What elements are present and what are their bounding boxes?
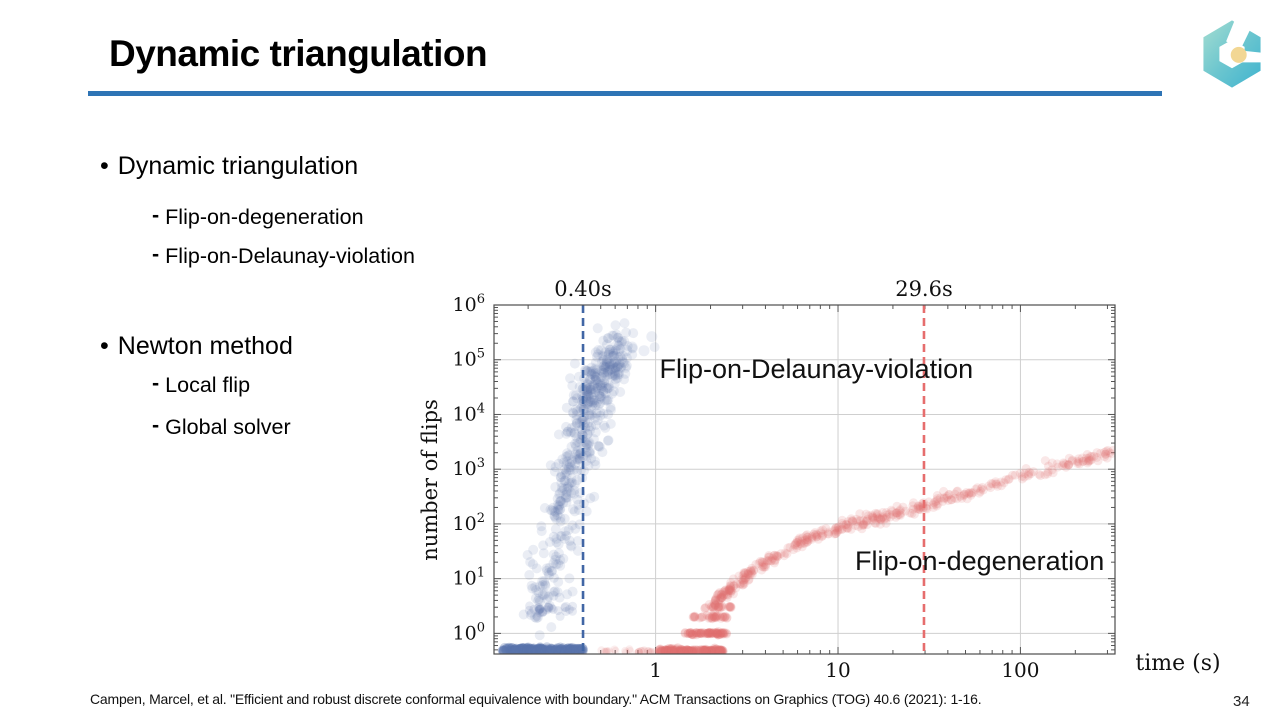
hexagon-cube-logo-icon <box>1190 12 1274 96</box>
series-annotation: Flip-on-degeneration <box>855 546 1104 576</box>
scatter-chart: 0.40s 29.6s 1 10 100 100 101 102 103 104 105 106 num… <box>420 277 1221 682</box>
series-flip-on-delaunay-violation <box>497 318 660 654</box>
title-underline <box>88 91 1162 96</box>
svg-text:100: 100 <box>1001 658 1039 682</box>
bullet-sublabel: Local flip <box>165 373 251 397</box>
list-item: - Global solver <box>152 413 291 440</box>
marker-line: 29.6s <box>895 277 953 654</box>
bullet-label: Dynamic triangulation <box>117 152 359 180</box>
dash-icon: - <box>152 203 160 227</box>
bullet-sublabel: Flip-on-degeneration <box>165 205 364 229</box>
bullet-sublabel: Global solver <box>165 415 291 439</box>
svg-text:29.6s: 29.6s <box>895 277 953 301</box>
dash-icon: - <box>152 242 160 266</box>
list-item: • Dynamic triangulation <box>100 152 358 181</box>
plot-frame <box>493 304 1116 655</box>
list-item: • Newton method <box>100 332 293 361</box>
series-flip-on-degeneration <box>597 445 1115 654</box>
svg-text:1: 1 <box>649 658 662 682</box>
svg-text:0.40s: 0.40s <box>554 277 612 301</box>
bullet-label: Newton method <box>117 332 293 360</box>
svg-text:102: 102 <box>453 511 485 535</box>
dash-icon: - <box>152 413 160 437</box>
series-annotation: Flip-on-Delaunay-violation <box>659 354 973 384</box>
svg-text:106: 106 <box>453 292 485 316</box>
x-axis-label: time (s) <box>1135 651 1220 676</box>
svg-text:100: 100 <box>453 620 485 644</box>
marker-line: 0.40s <box>554 277 612 654</box>
list-item: - Flip-on-Delaunay-violation <box>152 242 415 269</box>
bullet-icon: • <box>100 332 109 360</box>
list-item: - Flip-on-degeneration <box>152 203 364 230</box>
bullet-icon: • <box>100 152 109 180</box>
dash-icon: - <box>152 371 160 395</box>
svg-text:10: 10 <box>825 658 850 682</box>
list-item: - Local flip <box>152 371 251 398</box>
svg-text:103: 103 <box>453 456 485 480</box>
y-axis-label: number of flips <box>420 399 442 561</box>
svg-text:104: 104 <box>453 401 485 425</box>
page-title: Dynamic triangulation <box>109 33 488 74</box>
page-number: 34 <box>1233 693 1250 710</box>
svg-text:101: 101 <box>453 566 485 590</box>
axis-ticks <box>494 305 1115 654</box>
tick-labels: 1 10 100 100 101 102 103 104 105 106 <box>453 292 1040 682</box>
bullet-sublabel: Flip-on-Delaunay-violation <box>165 244 415 268</box>
citation: Campen, Marcel, et al. "Efficient and ro… <box>90 691 982 707</box>
svg-text:105: 105 <box>453 347 485 371</box>
